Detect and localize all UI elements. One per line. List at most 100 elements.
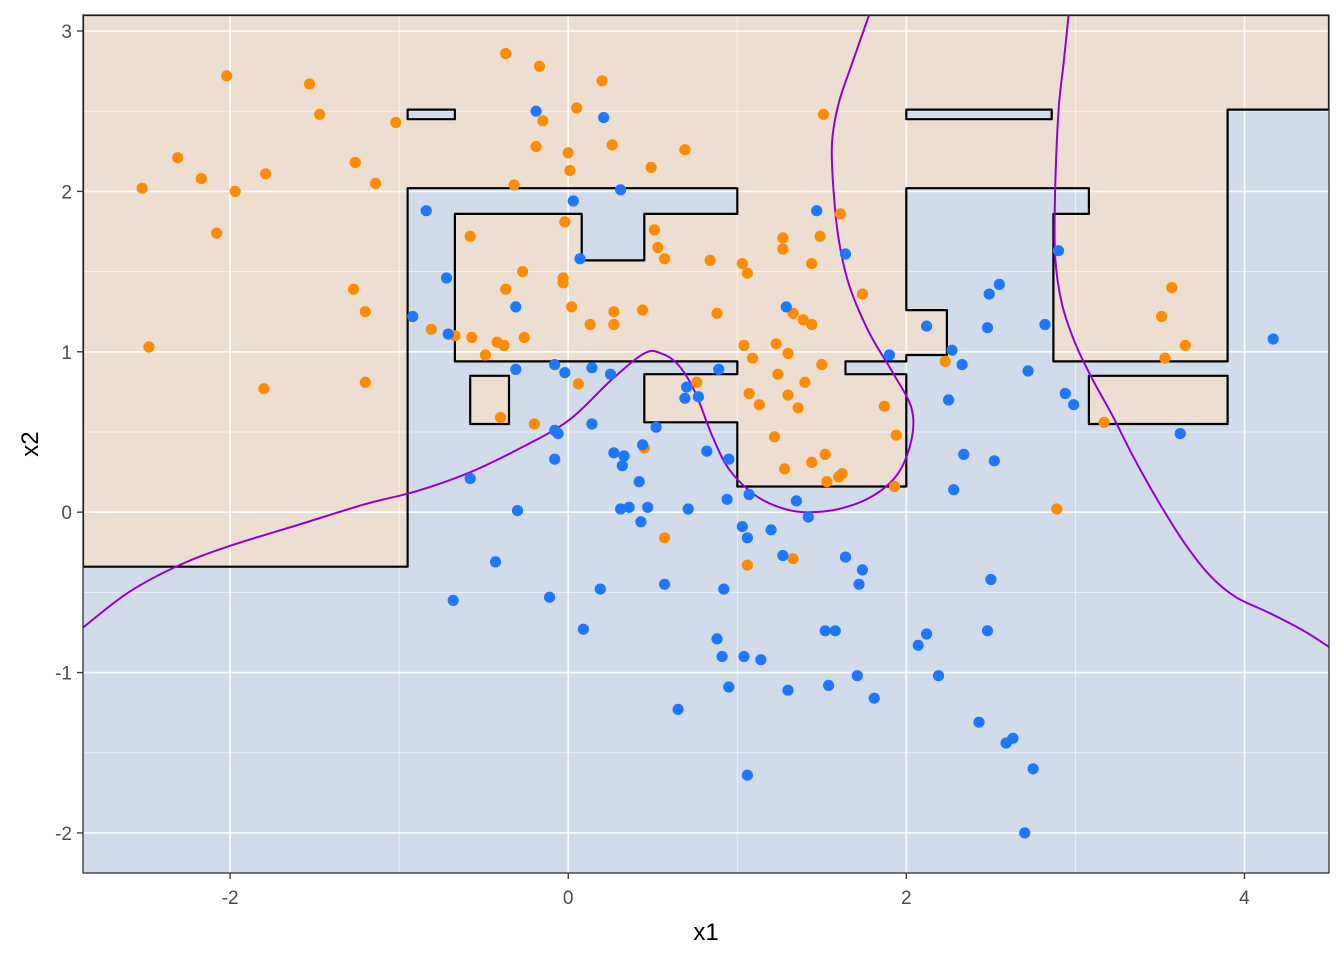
point-orange xyxy=(172,152,184,164)
point-orange xyxy=(559,216,571,228)
point-blue xyxy=(765,524,777,536)
point-blue xyxy=(741,769,754,781)
point-orange xyxy=(648,224,661,236)
point-orange xyxy=(518,331,530,343)
point-blue xyxy=(559,367,571,379)
point-orange xyxy=(500,47,512,60)
point-blue xyxy=(829,625,841,637)
point-orange xyxy=(777,232,789,244)
point-blue xyxy=(608,447,620,459)
point-blue xyxy=(549,359,561,371)
plot-area xyxy=(83,15,1329,873)
point-orange xyxy=(836,468,848,480)
point-orange xyxy=(425,323,437,335)
point-blue xyxy=(594,583,606,595)
point-blue xyxy=(464,472,476,485)
point-blue xyxy=(723,681,735,693)
point-blue xyxy=(988,455,1000,467)
point-orange xyxy=(637,304,649,316)
point-orange xyxy=(779,463,791,475)
y-tick-label: -1 xyxy=(55,664,72,685)
point-orange xyxy=(792,402,804,414)
point-blue xyxy=(1039,318,1051,331)
point-blue xyxy=(993,278,1005,290)
point-blue xyxy=(679,392,691,404)
point-orange xyxy=(738,339,750,351)
point-orange xyxy=(817,108,830,120)
x-axis-title: x1 xyxy=(693,919,718,946)
point-blue xyxy=(552,428,564,440)
point-blue xyxy=(511,505,524,517)
point-orange xyxy=(258,383,270,395)
point-orange xyxy=(528,418,541,430)
point-blue xyxy=(790,495,803,507)
point-blue xyxy=(883,349,896,361)
point-orange xyxy=(562,147,574,159)
point-blue xyxy=(544,591,556,603)
region-blue-island-0 xyxy=(407,109,455,120)
point-orange xyxy=(608,318,620,331)
point-orange xyxy=(260,168,272,180)
point-orange xyxy=(537,115,549,127)
point-orange xyxy=(1166,282,1178,294)
point-orange xyxy=(390,116,402,129)
point-orange xyxy=(890,429,902,441)
point-orange xyxy=(741,267,754,279)
point-blue xyxy=(1059,387,1071,400)
point-blue xyxy=(420,205,432,217)
point-orange xyxy=(530,140,542,153)
point-orange xyxy=(347,283,360,295)
point-blue xyxy=(1052,245,1065,257)
grid-lines xyxy=(83,15,1329,873)
point-orange xyxy=(466,331,478,343)
point-orange xyxy=(806,456,818,468)
point-orange xyxy=(464,230,476,242)
region-blue-island-1 xyxy=(906,109,1052,120)
point-blue xyxy=(586,362,598,374)
point-orange xyxy=(736,258,748,270)
point-orange xyxy=(746,352,759,364)
point-blue xyxy=(549,453,561,465)
y-axis-title: x2 xyxy=(17,431,44,456)
y-axis: -2 -1 0 1 2 3 xyxy=(55,22,83,845)
point-orange xyxy=(557,277,569,289)
y-tick-label: -2 xyxy=(55,824,72,845)
point-orange xyxy=(691,376,703,388)
point-orange xyxy=(741,559,754,571)
point-blue xyxy=(932,670,945,682)
point-orange xyxy=(939,355,951,367)
point-blue xyxy=(958,448,970,460)
point-orange xyxy=(888,480,901,493)
point-blue xyxy=(615,184,627,196)
point-orange xyxy=(856,288,869,300)
smooth-boundary xyxy=(83,15,1329,648)
point-blue xyxy=(618,450,630,462)
point-blue xyxy=(723,453,735,465)
point-blue xyxy=(856,564,869,576)
point-blue xyxy=(713,363,725,375)
x-tick-label: 0 xyxy=(563,888,574,909)
point-orange xyxy=(533,60,546,72)
point-orange xyxy=(596,75,608,87)
region-orange xyxy=(83,15,1329,567)
point-blue xyxy=(574,253,586,265)
point-blue xyxy=(736,521,748,533)
point-blue xyxy=(672,703,684,716)
point-orange xyxy=(498,339,510,351)
point-orange xyxy=(566,301,578,313)
point-blue xyxy=(440,272,453,284)
point-blue xyxy=(1267,333,1279,345)
point-orange xyxy=(806,318,818,331)
point-orange xyxy=(359,376,371,388)
point-orange xyxy=(743,387,755,400)
point-blue xyxy=(692,391,705,403)
plot-panel-border xyxy=(82,14,1330,874)
point-orange xyxy=(211,227,223,239)
point-blue xyxy=(586,418,598,430)
point-orange xyxy=(571,102,583,114)
point-orange xyxy=(608,306,620,318)
point-blue xyxy=(604,368,617,380)
tree-boundary xyxy=(83,15,1329,568)
point-orange xyxy=(799,376,811,388)
point-blue xyxy=(510,301,522,313)
